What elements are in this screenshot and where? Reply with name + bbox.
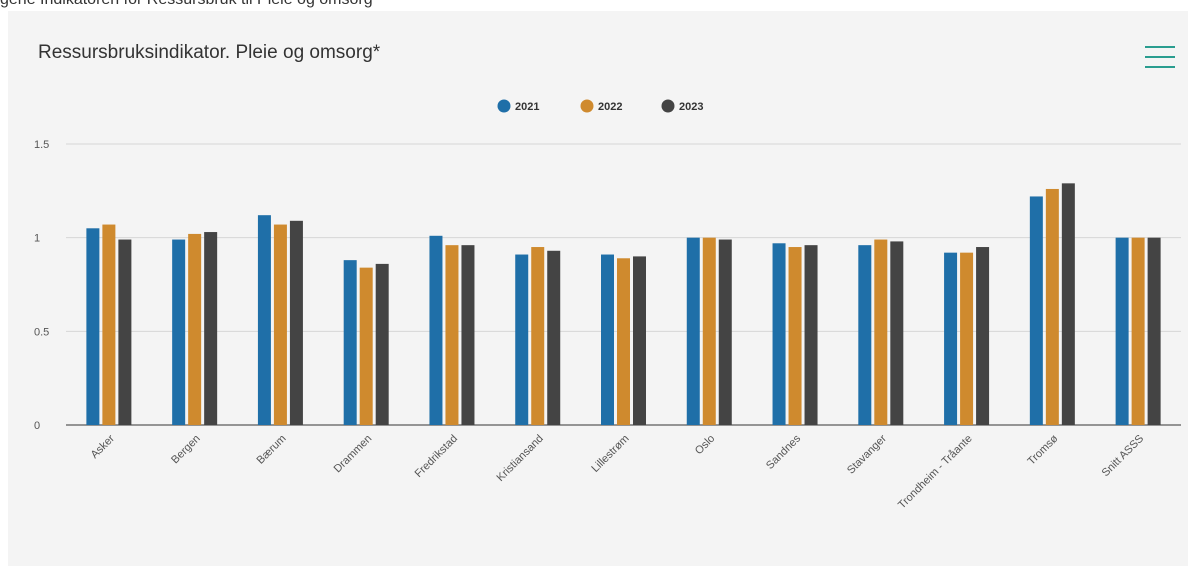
page-top-text: gene Indikatoren for Ressursbruk til Ple… — [0, 0, 1195, 9]
x-tick-label: Snitt ASSS — [1100, 433, 1147, 480]
legend-label[interactable]: 2023 — [679, 101, 703, 113]
bar[interactable] — [429, 235, 443, 425]
x-tick-label: Fredrikstad — [413, 433, 460, 480]
bar[interactable] — [343, 260, 357, 425]
bar[interactable] — [1115, 237, 1129, 425]
chart-card: Ressursbruksindikator. Pleie og omsorg* … — [8, 11, 1188, 566]
bar[interactable] — [172, 239, 186, 425]
bar[interactable] — [944, 252, 958, 425]
bar[interactable] — [1045, 188, 1059, 425]
bar[interactable] — [461, 245, 475, 425]
bar[interactable] — [686, 237, 700, 425]
x-tick-label: Sandnes — [764, 432, 804, 472]
legend-label[interactable]: 2022 — [598, 101, 622, 113]
bar[interactable] — [375, 263, 389, 425]
bar[interactable] — [617, 258, 630, 425]
bar[interactable] — [772, 243, 786, 425]
y-tick-label: 1 — [34, 233, 40, 245]
legend-label[interactable]: 2021 — [515, 101, 539, 113]
x-tick-label: Bærum — [255, 433, 289, 467]
bar[interactable] — [788, 247, 802, 425]
hamburger-menu-icon[interactable] — [1145, 44, 1175, 70]
bar[interactable] — [633, 256, 646, 425]
bar[interactable] — [976, 247, 990, 425]
x-tick-label: Lillestrøm — [589, 433, 631, 475]
bar[interactable] — [1029, 196, 1043, 425]
x-tick-label: Stavanger — [845, 432, 889, 476]
y-tick-label: 0 — [34, 420, 40, 432]
bar[interactable] — [858, 245, 872, 425]
bar[interactable] — [1131, 237, 1145, 425]
legend-marker[interactable] — [497, 99, 511, 113]
x-tick-label: Bergen — [169, 433, 203, 467]
bar[interactable] — [1147, 237, 1161, 425]
x-tick-label: Trondheim - Tråante — [896, 433, 975, 512]
bar[interactable] — [515, 254, 529, 425]
bar[interactable] — [102, 224, 116, 425]
bar[interactable] — [531, 247, 545, 425]
chart-title: Ressursbruksindikator. Pleie og omsorg* — [38, 42, 381, 63]
bar[interactable] — [874, 239, 888, 425]
bar[interactable] — [1061, 183, 1075, 425]
bar-chart: 0 0.5 1 1.5 2021 2022 2023 Asker Bergen Bærum Dram… — [34, 99, 1181, 512]
x-tick-label: Kristiansand — [495, 433, 546, 484]
bar[interactable] — [601, 254, 614, 425]
bar[interactable] — [702, 237, 716, 425]
y-tick-label: 0.5 — [34, 326, 49, 338]
bar[interactable] — [86, 228, 100, 425]
bar[interactable] — [804, 245, 818, 425]
x-tick-label: Drammen — [332, 433, 375, 476]
legend-marker[interactable] — [580, 99, 594, 113]
bar[interactable] — [359, 267, 373, 425]
x-tick-label: Oslo — [693, 433, 717, 457]
bar[interactable] — [547, 250, 561, 425]
bar[interactable] — [289, 220, 303, 425]
bar[interactable] — [188, 233, 202, 425]
bar[interactable] — [960, 252, 974, 425]
bar[interactable] — [273, 224, 287, 425]
y-tick-label: 1.5 — [34, 139, 49, 151]
bar[interactable] — [257, 215, 271, 425]
bar[interactable] — [718, 239, 732, 425]
x-tick-label: Asker — [89, 432, 118, 461]
bar[interactable] — [118, 239, 132, 425]
bar[interactable] — [890, 241, 904, 425]
x-tick-label: Tromsø — [1025, 432, 1060, 467]
legend-marker[interactable] — [661, 99, 675, 113]
bar[interactable] — [204, 232, 218, 425]
bar[interactable] — [445, 245, 459, 425]
